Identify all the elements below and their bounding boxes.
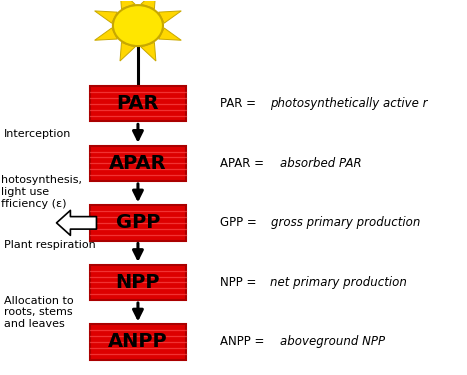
Text: Allocation to
roots, stems
and leaves: Allocation to roots, stems and leaves [4,296,73,329]
Text: NPP: NPP [116,273,160,292]
Text: APAR =: APAR = [220,157,268,170]
Polygon shape [159,11,181,23]
Text: photosynthetically active r: photosynthetically active r [270,97,427,110]
Polygon shape [95,11,117,23]
Text: APAR: APAR [109,154,167,173]
Text: ANPP: ANPP [108,333,168,351]
Text: absorbed PAR: absorbed PAR [280,157,361,170]
Bar [90,86,186,122]
Text: ANPP =: ANPP = [220,336,268,348]
Text: gross primary production: gross primary production [271,216,420,229]
Bar [90,324,186,360]
Polygon shape [141,42,156,61]
Text: NPP =: NPP = [220,276,260,289]
Text: Interception: Interception [4,129,71,138]
Polygon shape [120,42,135,61]
Bar [90,205,186,240]
Bar [90,146,186,181]
Text: GPP: GPP [116,213,160,232]
Bar [90,265,186,300]
Polygon shape [141,0,156,9]
Text: GPP =: GPP = [220,216,261,229]
Polygon shape [120,0,135,9]
Text: hotosynthesis,
light use
fficiency (ε): hotosynthesis, light use fficiency (ε) [1,176,82,208]
Text: Plant respiration: Plant respiration [4,240,95,250]
Text: PAR: PAR [117,94,159,113]
Polygon shape [95,28,117,40]
Circle shape [113,5,163,46]
Text: net primary production: net primary production [270,276,407,289]
Polygon shape [159,28,181,40]
Text: aboveground NPP: aboveground NPP [280,336,386,348]
Text: PAR =: PAR = [220,97,260,110]
